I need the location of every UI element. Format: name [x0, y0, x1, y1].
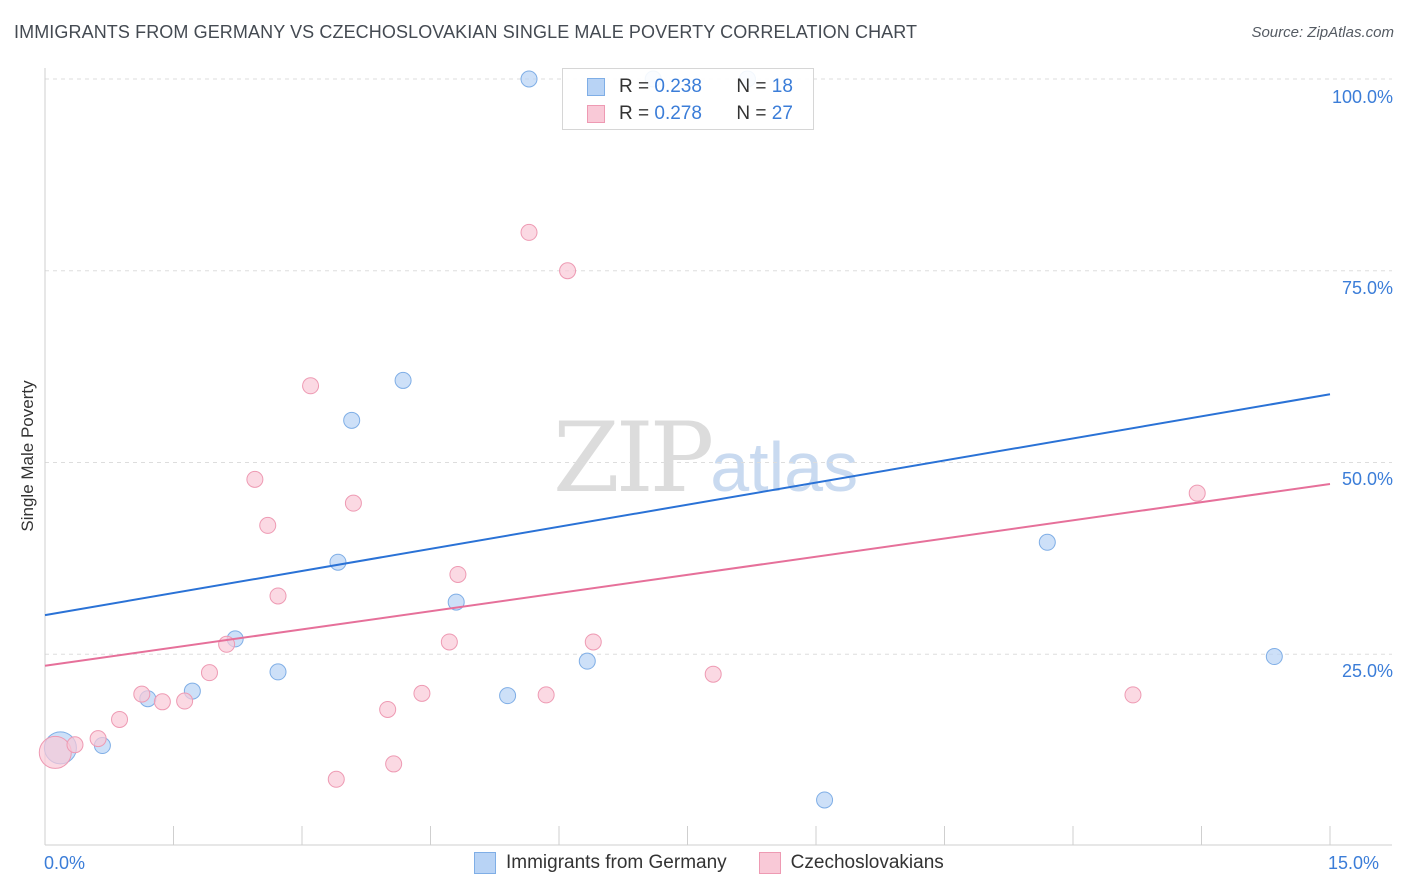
legend-r-label: R =	[619, 76, 650, 97]
germany-point	[269, 663, 287, 681]
chart-title: IMMIGRANTS FROM GERMANY VS CZECHOSLOVAKI…	[14, 22, 918, 42]
legend-swatch-czech	[587, 105, 605, 123]
germany-point	[520, 70, 538, 88]
series-legend-czech: Czechoslovakians	[758, 852, 944, 874]
czech-point	[89, 730, 107, 748]
czech-point	[259, 516, 277, 534]
series-legend: Immigrants from Germany Czechoslovakians	[474, 852, 976, 874]
x-tick-max: 15.0%	[1328, 853, 1380, 873]
series-legend-germany: Immigrants from Germany	[474, 852, 727, 874]
czech-point	[327, 770, 345, 788]
y-tick-100: 100.0%	[1331, 87, 1393, 107]
czech-point	[584, 633, 602, 651]
legend-row-czech: R = 0.278 N = 27	[587, 102, 793, 126]
germany-point	[343, 411, 361, 429]
legend-n-label: N =	[736, 103, 767, 124]
y-tick-25: 25.0%	[1341, 661, 1393, 681]
germany-point	[1038, 533, 1056, 551]
czech-point	[1124, 686, 1142, 704]
germany-trend-line	[44, 393, 1331, 617]
czech-point	[176, 692, 194, 710]
legend-n-value-germany: 18	[771, 76, 793, 97]
x-tick-min: 0.0%	[44, 853, 86, 873]
watermark-zip: ZIP	[553, 402, 714, 514]
czech-point	[344, 494, 362, 512]
czech-point	[200, 664, 218, 682]
czech-trend-line	[44, 482, 1331, 667]
czech-point	[520, 223, 538, 241]
germany-point	[1265, 648, 1283, 666]
legend-row-germany: R = 0.238 N = 18	[587, 75, 793, 99]
czech-point	[66, 736, 84, 754]
correlation-legend: R = 0.238 N = 18 R = 0.278 N = 27	[562, 68, 814, 130]
series-legend-label-czech: Czechoslovakians	[790, 852, 944, 873]
germany-point	[578, 652, 596, 670]
watermark-atlas: atlas	[710, 428, 859, 506]
y-tick-50: 50.0%	[1341, 469, 1393, 489]
czech-point	[38, 735, 72, 769]
czech-point	[413, 684, 431, 702]
czech-point	[379, 700, 397, 718]
legend-n-label: N =	[736, 76, 767, 97]
watermark: ZIPatlas	[553, 402, 858, 514]
legend-r-value-germany: 0.238	[654, 76, 702, 97]
czech-point	[559, 262, 577, 280]
czech-point	[133, 685, 151, 703]
czech-point	[111, 710, 129, 728]
czech-point	[704, 665, 722, 683]
germany-point	[499, 687, 517, 705]
czech-point	[537, 686, 555, 704]
czech-point	[153, 693, 171, 711]
legend-swatch-germany	[587, 78, 605, 96]
series-swatch-czech	[758, 852, 781, 874]
czech-point	[246, 470, 264, 488]
source-label: Source: ZipAtlas.com	[1251, 24, 1394, 41]
germany-point	[329, 553, 347, 571]
czech-point	[269, 587, 287, 605]
czech-point	[440, 633, 458, 651]
germany-point	[394, 371, 412, 389]
czech-point	[1188, 484, 1206, 502]
legend-n-value-czech: 27	[771, 103, 793, 124]
y-tick-75: 75.0%	[1341, 278, 1393, 298]
czech-point	[449, 565, 467, 583]
series-swatch-germany	[474, 852, 496, 874]
czech-point	[385, 755, 403, 773]
germany-point	[816, 791, 834, 809]
legend-r-label: R =	[619, 103, 650, 124]
czech-point	[302, 377, 320, 395]
legend-r-value-czech: 0.278	[654, 103, 702, 124]
series-legend-label-germany: Immigrants from Germany	[506, 852, 727, 873]
